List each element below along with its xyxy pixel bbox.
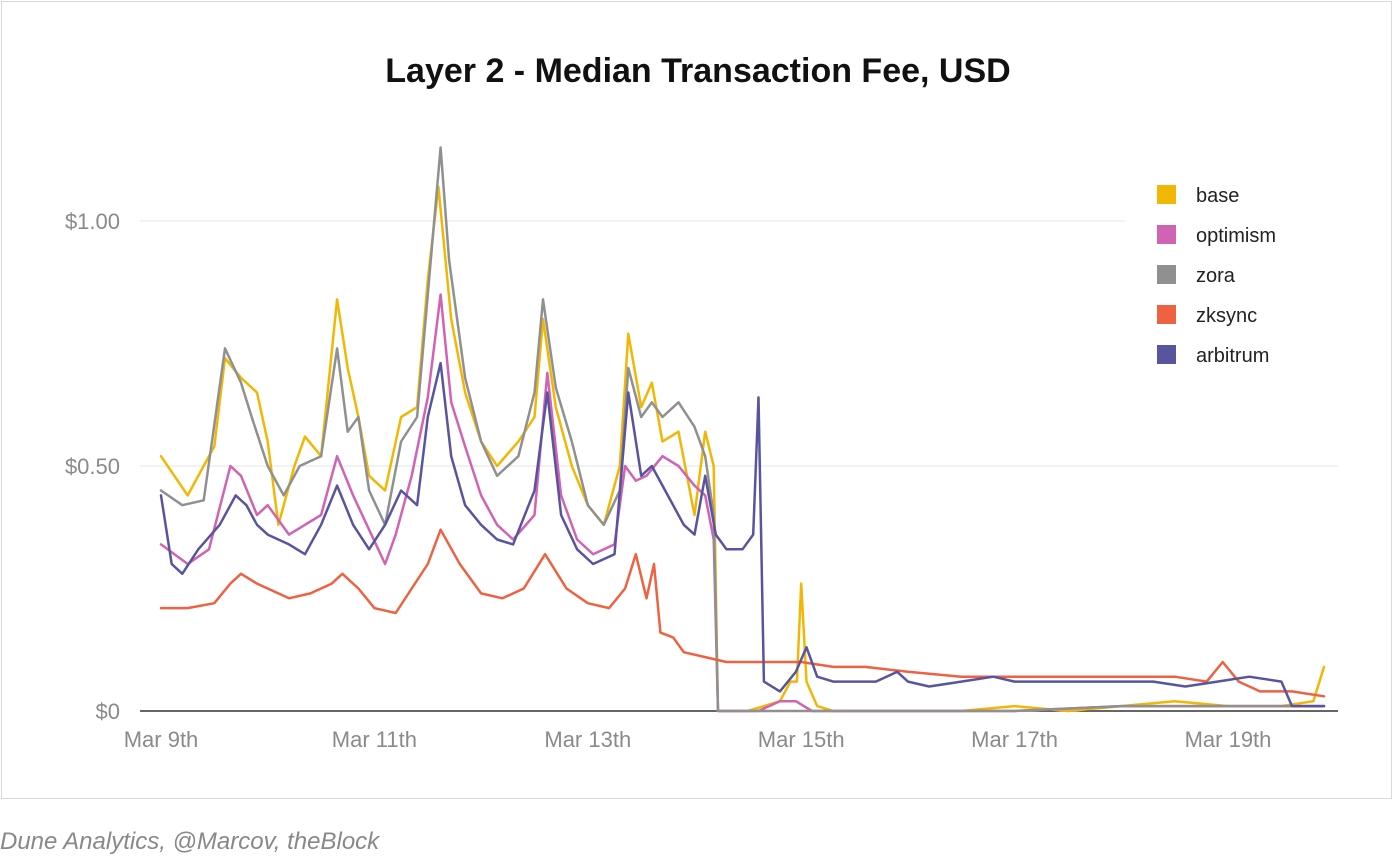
legend-label-arbitrum: arbitrum	[1196, 345, 1269, 367]
x-tick-label: Mar 15th	[758, 727, 845, 752]
y-tick-label: $1.00	[65, 209, 120, 234]
x-tick-label: Mar 13th	[544, 727, 631, 752]
legend: base optimism zora zksync arbitrum	[1157, 185, 1276, 367]
series-lines	[159, 146, 1326, 713]
series-line-optimism	[159, 293, 1326, 713]
y-tick-label: $0.50	[65, 454, 120, 479]
x-tick-label: Mar 17th	[971, 727, 1058, 752]
chart-frame	[1, 1, 1392, 799]
y-axis-ticks: $0 $0.50 $1.00	[65, 209, 120, 724]
series-line-arbitrum	[159, 361, 1326, 708]
x-tick-label: Mar 19th	[1185, 727, 1272, 752]
legend-swatch-optimism	[1157, 225, 1176, 244]
x-tick-label: Mar 9th	[124, 727, 199, 752]
x-tick-label: Mar 11th	[332, 727, 417, 752]
chart: Layer 2 - Median Transaction Fee, USD $0…	[65, 52, 1338, 752]
legend-swatch-zksync	[1157, 305, 1176, 324]
series-line-zksync	[159, 528, 1326, 698]
series-line-zora	[159, 146, 1326, 713]
grid	[140, 220, 1338, 712]
legend-swatch-base	[1157, 185, 1176, 204]
legend-label-zora: zora	[1196, 265, 1236, 287]
source-credit: Dune Analytics, @Marcov, theBlock	[0, 828, 380, 855]
legend-swatch-zora	[1157, 265, 1176, 284]
series-line-base	[159, 185, 1326, 713]
legend-label-base: base	[1196, 185, 1239, 207]
legend-label-zksync: zksync	[1196, 305, 1257, 327]
chart-title: Layer 2 - Median Transaction Fee, USD	[385, 52, 1010, 90]
x-axis-ticks: Mar 9th Mar 11th Mar 13th Mar 15th Mar 17th M…	[124, 727, 1272, 752]
y-tick-label: $0	[96, 699, 120, 724]
legend-swatch-arbitrum	[1157, 345, 1176, 364]
legend-label-optimism: optimism	[1196, 225, 1276, 247]
